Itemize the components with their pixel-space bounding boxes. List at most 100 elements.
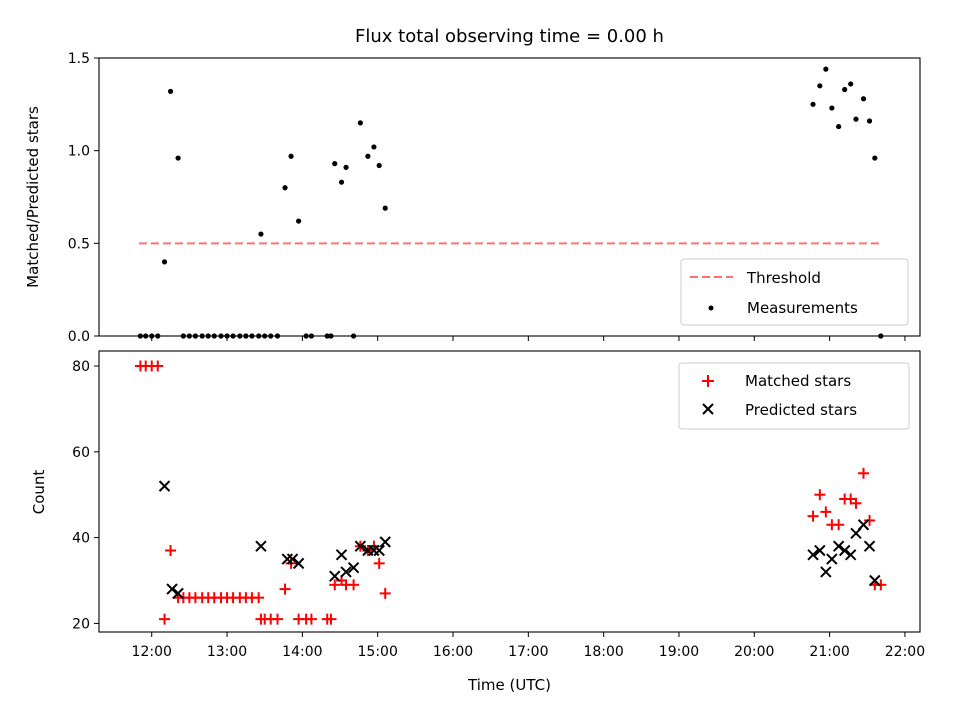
measurements-point — [848, 81, 854, 87]
predicted-stars-point — [255, 540, 267, 552]
y-tick-label: 1.5 — [68, 51, 90, 67]
count-plot-frame — [98, 350, 921, 633]
x-tick-label: 18:00 — [583, 644, 623, 660]
predicted-legend-swatch — [702, 403, 714, 415]
matched-stars-point — [875, 579, 887, 591]
matched-stars-point — [820, 506, 832, 518]
measurements-point — [258, 231, 264, 237]
measurements-point — [382, 205, 388, 211]
matched-stars-point — [165, 544, 177, 556]
matched-stars-point — [379, 587, 391, 599]
measurements-point — [866, 118, 873, 124]
measurements-point — [332, 161, 338, 167]
measurements-point — [853, 116, 859, 122]
x-axis-label: Time (UTC) — [467, 676, 551, 694]
x-tick-label: 19:00 — [659, 644, 699, 660]
y-tick-label: 1.0 — [68, 144, 90, 160]
matched-stars-point — [253, 592, 265, 604]
predicted-stars-point — [172, 587, 184, 600]
count-y-ticks: 20 40 60 80 — [72, 359, 99, 632]
ratio-plot-frame — [98, 57, 921, 337]
measurements-point — [365, 153, 371, 159]
predicted-stars-point — [814, 544, 826, 557]
predicted-stars-point — [335, 549, 348, 561]
matched-stars-point — [325, 613, 337, 625]
matched-stars-point — [833, 519, 845, 531]
x-tick-label: 16:00 — [433, 644, 473, 660]
y-tick-label: 20 — [72, 616, 90, 632]
measurements-point — [288, 153, 294, 159]
x-tick-label: 20:00 — [734, 644, 774, 660]
ratio-y-ticks: 0.0 0.5 1.0 1.5 — [68, 51, 99, 345]
measurements-point — [860, 96, 867, 102]
matched-legend-label: Matched stars — [745, 372, 851, 390]
count-x-ticks: 12:00 13:00 14:00 15:00 16:00 17:00 18:00 19:00… — [132, 632, 925, 660]
matched-legend-swatch — [702, 375, 714, 387]
x-tick-label: 14:00 — [282, 644, 322, 660]
matched-stars-point — [348, 579, 360, 591]
predicted-stars-point — [826, 553, 838, 565]
count-legend-box — [678, 362, 910, 430]
x-tick-label: 22:00 — [885, 644, 925, 660]
predicted-stars-point — [820, 566, 832, 578]
predicted-stars-point — [857, 519, 870, 531]
predicted-stars-point — [844, 549, 857, 561]
matched-stars-point — [272, 613, 284, 625]
predicted-stars-point — [292, 557, 305, 570]
predicted-stars-point — [373, 544, 385, 557]
ratio-y-axis-label: Matched/Predicted stars — [24, 106, 42, 288]
measurements-point — [296, 218, 302, 224]
matched-stars-point — [864, 514, 876, 526]
measurements-point — [376, 162, 382, 169]
predicted-stars-point — [863, 540, 876, 552]
measurements-point — [338, 179, 345, 185]
predicted-stars-point — [354, 540, 367, 552]
measurements-point — [161, 259, 168, 265]
measurements-legend-label: Measurements — [747, 299, 858, 317]
measurements-point — [810, 101, 816, 107]
x-tick-label: 15:00 — [358, 644, 398, 660]
matched-stars-point — [279, 583, 291, 595]
threshold-legend-label: Threshold — [746, 269, 821, 287]
y-tick-label: 0.5 — [68, 236, 90, 252]
count-legend: Matched stars Predicted stars — [678, 362, 910, 430]
measurements-point — [371, 144, 377, 150]
count-y-axis-label: Count — [30, 470, 48, 515]
y-tick-label: 60 — [72, 445, 90, 461]
chart-title: Flux total observing time = 0.00 h — [355, 26, 664, 47]
predicted-stars-point — [158, 480, 171, 492]
y-tick-label: 40 — [72, 531, 90, 547]
measurements-point — [836, 123, 842, 130]
ratio-x-ticks — [151, 336, 906, 341]
y-tick-label: 0.0 — [68, 329, 90, 345]
x-tick-label: 13:00 — [207, 644, 247, 660]
ratio-legend-box — [680, 258, 909, 326]
predicted-legend-label: Predicted stars — [745, 401, 857, 419]
matched-stars-point — [159, 613, 171, 625]
count-marks — [134, 360, 887, 625]
measurements-point — [343, 164, 349, 170]
matched-stars-point — [807, 510, 819, 522]
matched-stars-point — [373, 557, 385, 569]
x-tick-label: 21:00 — [809, 644, 849, 660]
predicted-stars-point — [347, 561, 360, 574]
x-tick-label: 17:00 — [508, 644, 548, 660]
matched-stars-point — [850, 497, 862, 509]
predicted-stars-point — [807, 549, 819, 561]
measurements-point — [282, 185, 288, 191]
ratio-legend: Threshold Measurements — [680, 258, 909, 326]
matched-stars-point — [152, 360, 164, 372]
ratio-marks — [137, 66, 884, 339]
predicted-stars-point — [832, 540, 845, 552]
ratio-panel: Flux total observing time = 0.00 h 0.00.… — [24, 26, 921, 345]
measurements-legend-swatch — [708, 305, 714, 311]
measurements-point — [829, 105, 835, 111]
matched-stars-point — [858, 467, 870, 479]
predicted-stars-point — [329, 570, 341, 582]
measurements-point — [167, 88, 174, 94]
matched-stars-point — [305, 613, 317, 625]
predicted-stars-point — [286, 553, 299, 565]
x-tick-label: 12:00 — [132, 644, 172, 660]
